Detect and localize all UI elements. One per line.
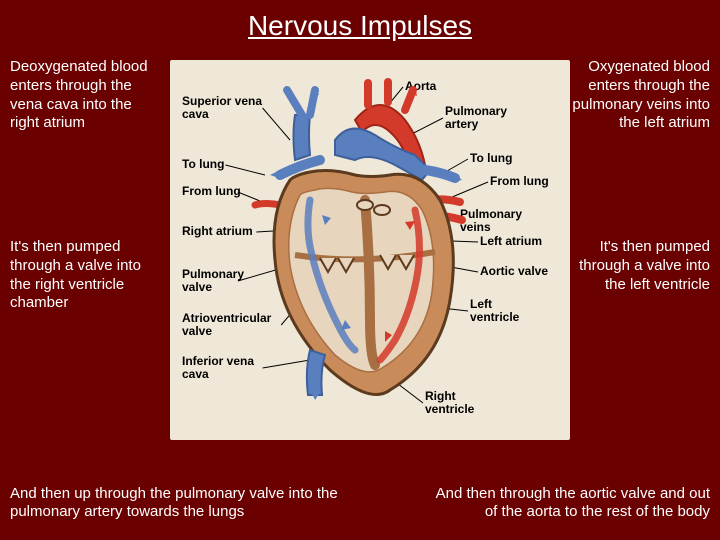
content-area: Deoxygenated blood enters through the ve… xyxy=(0,50,720,530)
label-to-lung-right: To lung xyxy=(470,151,512,165)
caption-left-bottom: And then up through the pulmonary valve … xyxy=(10,485,350,523)
heart-diagram: Superior venacava To lung From lung Right a… xyxy=(170,60,570,440)
label-left-atrium: Left atrium xyxy=(480,234,542,248)
label-superior-vena-cava: Superior venacava xyxy=(182,94,262,121)
label-to-lung-left: To lung xyxy=(182,157,224,171)
caption-right-mid: It's then pumped through a valve into th… xyxy=(560,238,710,294)
caption-right-top: Oxygenated blood enters through the pulm… xyxy=(565,58,710,133)
label-inferior-vena-cava: Inferior venacava xyxy=(182,354,254,381)
label-from-lung-left: From lung xyxy=(182,184,241,198)
leader-to-lung-left xyxy=(225,165,265,175)
caption-right-bottom: And then through the aortic valve and ou… xyxy=(430,485,710,523)
label-pulmonary-veins: Pulmonaryveins xyxy=(460,207,522,234)
leader-inferior-vena-cava xyxy=(263,360,310,368)
label-right-atrium: Right atrium xyxy=(182,224,253,238)
label-left-ventricle: Leftventricle xyxy=(470,297,520,324)
label-pulmonary-artery: Pulmonaryartery xyxy=(445,104,507,131)
label-aortic-valve: Aortic valve xyxy=(480,264,548,278)
leader-superior-vena-cava xyxy=(263,108,290,140)
label-atrioventricular-valve: Atrioventricularvalve xyxy=(182,311,272,338)
caption-left-mid: It's then pumped through a valve into th… xyxy=(10,238,165,313)
slide-title: Nervous Impulses xyxy=(0,0,720,50)
caption-left-top: Deoxygenated blood enters through the ve… xyxy=(10,58,165,133)
label-from-lung-right: From lung xyxy=(490,174,549,188)
label-pulmonary-valve: Pulmonaryvalve xyxy=(182,267,244,294)
label-right-ventricle: Rightventricle xyxy=(425,389,475,416)
